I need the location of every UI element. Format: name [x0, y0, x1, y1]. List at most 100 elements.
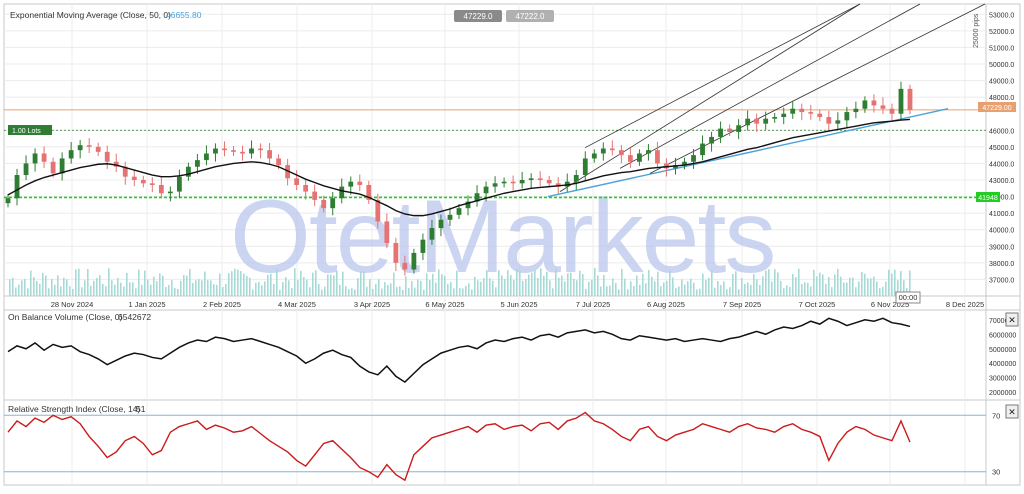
- volume-bar: [834, 274, 836, 296]
- volume-bar: [213, 284, 215, 296]
- volume-bar: [447, 284, 449, 296]
- volume-bar: [168, 285, 170, 296]
- bid-pill[interactable]: [454, 10, 502, 22]
- volume-bar: [729, 287, 731, 296]
- volume-bar: [18, 284, 20, 296]
- volume-bar: [657, 271, 659, 296]
- rsi-close-button[interactable]: ✕: [1005, 404, 1019, 419]
- volume-bar: [879, 288, 881, 296]
- volume-bar: [261, 285, 263, 296]
- volume-bar: [777, 272, 779, 296]
- volume-bar: [375, 283, 377, 296]
- obv-line: [7, 317, 911, 384]
- volume-bar: [360, 271, 362, 296]
- channel-line: [619, 3, 921, 169]
- volume-bar: [249, 277, 251, 296]
- volume-bar: [840, 276, 842, 296]
- candle-body: [637, 153, 642, 162]
- volume-bar: [282, 282, 284, 296]
- volume-bar: [885, 281, 887, 296]
- ema-polyline: [7, 118, 911, 217]
- ema-line: [7, 118, 911, 217]
- volume-bar: [330, 274, 332, 296]
- volume-bar: [207, 280, 209, 296]
- candle-body: [673, 165, 678, 169]
- volume-bar: [513, 279, 515, 296]
- volume-bar: [324, 286, 326, 296]
- volume-bar: [351, 288, 353, 296]
- candle-body: [204, 153, 209, 161]
- candle-body: [14, 175, 20, 199]
- volume-bar: [432, 273, 434, 296]
- ask-pill[interactable]: [506, 10, 554, 22]
- volume-bar: [708, 277, 710, 296]
- volume-bar: [42, 272, 44, 296]
- candle-body: [321, 199, 327, 209]
- volume-bar: [510, 275, 512, 296]
- candle-body: [357, 181, 363, 185]
- volume-bar: [612, 278, 614, 296]
- candle-body: [591, 153, 597, 159]
- volume-bar: [87, 268, 89, 296]
- candle-body: [420, 239, 426, 253]
- close-icon: ✕: [1008, 315, 1016, 325]
- volume-bar: [693, 282, 695, 296]
- volume-bar: [150, 284, 152, 296]
- rsi-close-box[interactable]: [1005, 404, 1019, 419]
- candle-body: [763, 118, 769, 124]
- volume-bar: [303, 277, 305, 296]
- obv-close-button[interactable]: ✕: [1005, 312, 1019, 327]
- candle-body: [32, 153, 38, 164]
- candle-body: [276, 158, 281, 166]
- price-tick-label: 50000.0: [989, 62, 1014, 69]
- volume-bar: [456, 270, 458, 296]
- volume-bar: [675, 288, 677, 296]
- volume-bar: [897, 280, 899, 296]
- candle-body: [167, 191, 173, 194]
- candle-body: [546, 180, 552, 184]
- volume-bar: [387, 284, 389, 296]
- candle-body: [176, 176, 182, 192]
- price-tick-label: 44000.0: [989, 161, 1014, 168]
- candle-body: [691, 155, 696, 162]
- candle-body: [312, 191, 318, 200]
- candle-body: [700, 143, 705, 156]
- volume-bar: [654, 281, 656, 296]
- volume-bar: [444, 275, 446, 296]
- volume-bar: [483, 278, 485, 296]
- lots-tag[interactable]: [8, 125, 52, 135]
- candle-body: [267, 150, 272, 159]
- volume-bar: [873, 276, 875, 296]
- obv-tick-label: 2000000: [989, 390, 1016, 397]
- candle-body: [889, 108, 895, 114]
- volume-bar: [312, 272, 314, 296]
- volume-bar: [450, 282, 452, 296]
- obv-tick-label: 6000000: [989, 332, 1016, 339]
- volume-bar: [405, 276, 407, 296]
- x-tick-label: 3 Apr 2025: [354, 300, 390, 309]
- volume-bar: [273, 284, 275, 296]
- candle-body: [682, 161, 687, 166]
- obv-close-box[interactable]: [1005, 312, 1019, 327]
- volume-bar: [291, 288, 293, 296]
- volume-bar: [714, 287, 716, 296]
- volume-bar: [15, 287, 17, 296]
- candle-body: [573, 175, 579, 182]
- volume-bar: [816, 276, 818, 296]
- volume-bar: [57, 275, 59, 296]
- candle-body: [222, 148, 227, 151]
- volume-bar: [129, 282, 131, 296]
- volume-bar: [93, 280, 95, 296]
- candle-body: [853, 108, 859, 113]
- volume-bar: [744, 283, 746, 296]
- volume-bar: [624, 278, 626, 296]
- candle-body: [68, 150, 74, 159]
- volume-bar: [822, 274, 824, 296]
- volume-bar: [561, 275, 563, 296]
- candle-body: [754, 118, 760, 124]
- volume-bar: [837, 268, 839, 296]
- candle-body: [348, 181, 354, 187]
- volume-bar: [474, 276, 476, 296]
- candle-body: [213, 148, 218, 154]
